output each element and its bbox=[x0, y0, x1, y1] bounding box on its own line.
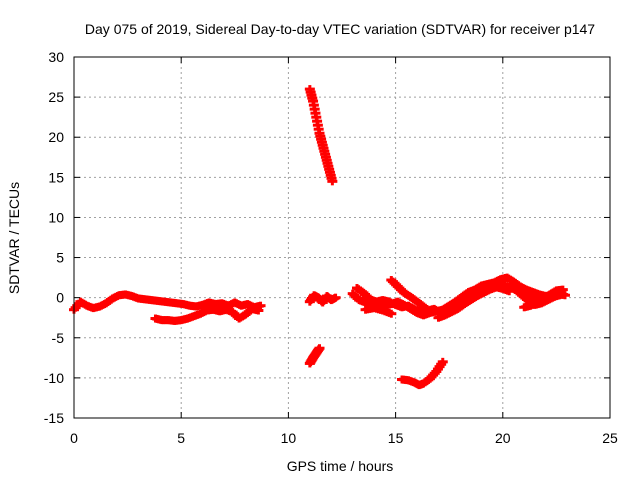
y-tick-label: 15 bbox=[48, 169, 64, 185]
y-tick-label: 5 bbox=[56, 250, 64, 266]
y-tick-label: 20 bbox=[48, 129, 64, 145]
y-tick-label: -10 bbox=[44, 370, 64, 386]
y-axis-ticks: -15 -10 -5 0 5 10 15 20 25 30 bbox=[44, 49, 610, 426]
data-series bbox=[360, 304, 397, 318]
data-series bbox=[519, 285, 568, 312]
data-series bbox=[304, 344, 325, 368]
plot-frame bbox=[73, 56, 611, 419]
y-tick-label: 30 bbox=[48, 49, 64, 65]
x-axis-label: GPS time / hours bbox=[287, 458, 394, 474]
y-tick-label: -15 bbox=[44, 410, 64, 426]
data-series bbox=[304, 85, 338, 186]
y-axis-label: SDTVAR / TECUs bbox=[6, 182, 22, 294]
x-tick-label: 0 bbox=[70, 430, 78, 446]
data-series bbox=[386, 276, 429, 311]
chart-title: Day 075 of 2019, Sidereal Day-to-day VTE… bbox=[85, 21, 595, 37]
data-points bbox=[69, 85, 570, 390]
data-series bbox=[304, 291, 341, 307]
data-series bbox=[397, 357, 448, 390]
x-tick-label: 5 bbox=[177, 430, 185, 446]
y-tick-label: -5 bbox=[52, 330, 65, 346]
data-series bbox=[433, 283, 515, 322]
x-axis-ticks: 0 5 10 15 20 25 bbox=[70, 57, 618, 446]
x-tick-label: 25 bbox=[602, 430, 618, 446]
x-tick-label: 10 bbox=[281, 430, 297, 446]
y-tick-label: 25 bbox=[48, 89, 64, 105]
data-series bbox=[69, 290, 266, 314]
x-tick-label: 15 bbox=[388, 430, 404, 446]
data-series bbox=[150, 304, 264, 325]
x-tick-label: 20 bbox=[495, 430, 511, 446]
y-tick-label: 10 bbox=[48, 209, 64, 225]
grid-lines bbox=[74, 57, 610, 418]
y-tick-label: 0 bbox=[56, 290, 64, 306]
